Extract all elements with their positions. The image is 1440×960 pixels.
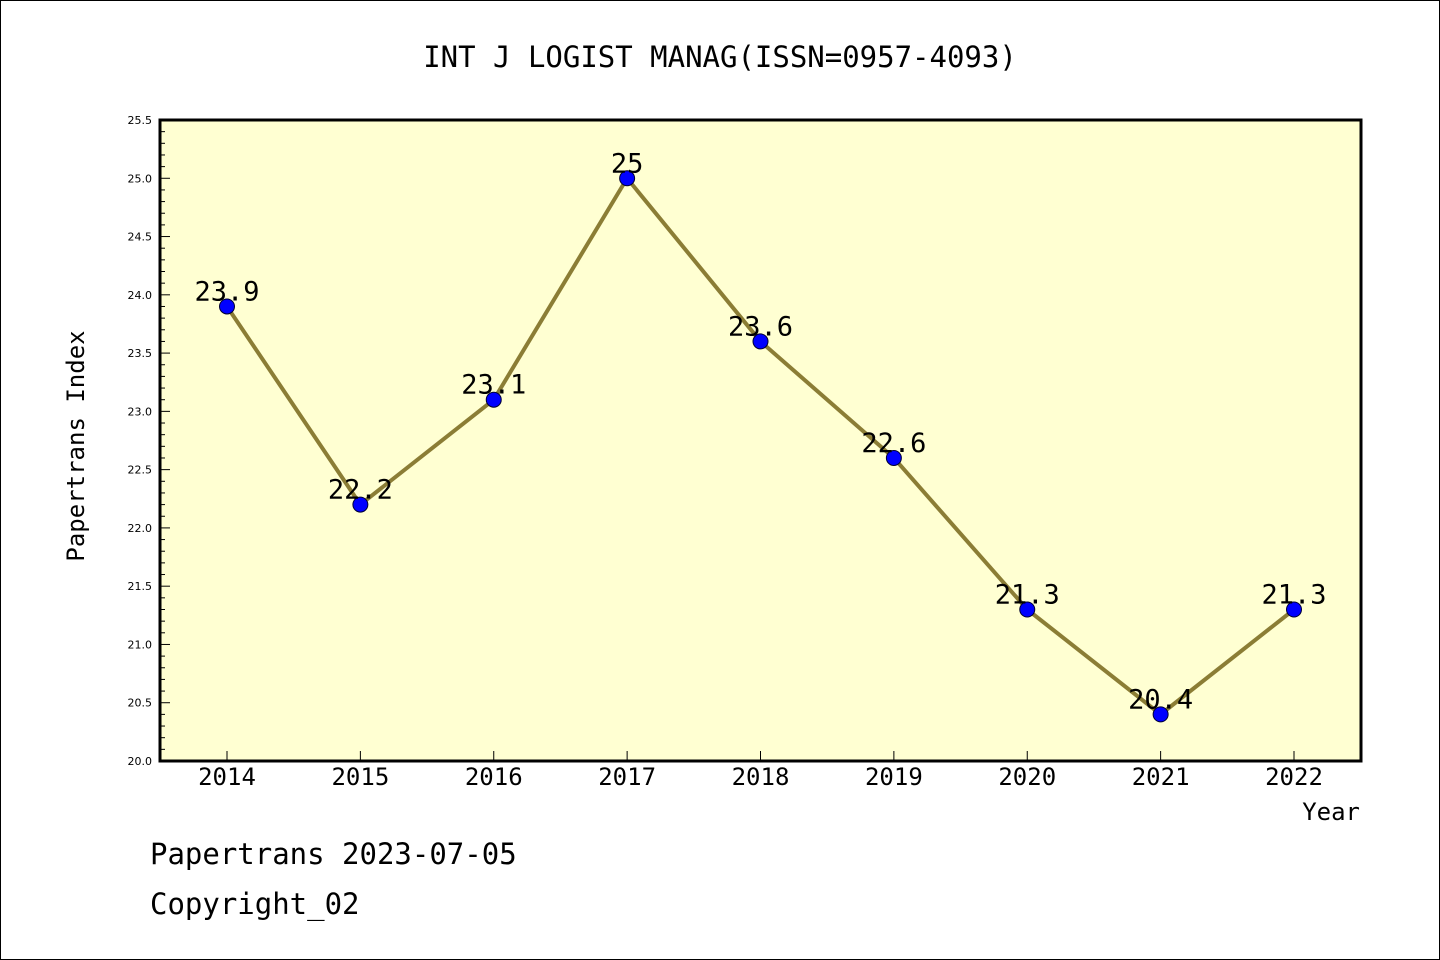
data-label: 21.3 bbox=[1261, 579, 1326, 610]
data-point bbox=[485, 391, 502, 408]
y-tick-label: 25.5 bbox=[128, 114, 153, 127]
data-point bbox=[1286, 601, 1302, 618]
y-tick-label: 21.0 bbox=[128, 638, 153, 651]
chart-title: INT J LOGIST MANAG(ISSN=0957-4093) bbox=[423, 40, 1017, 74]
data-label: 22.2 bbox=[328, 475, 393, 506]
data-point bbox=[1152, 706, 1169, 723]
x-tick-label: 2020 bbox=[998, 763, 1056, 791]
data-label: 20.4 bbox=[1128, 684, 1193, 715]
x-tick-label: 2016 bbox=[465, 763, 523, 791]
y-tick-label: 22.0 bbox=[128, 522, 153, 535]
series-line-group: 23.9 22.2 23.1 25 23.6 22.6 21.3 20.4 21.3 bbox=[194, 148, 1327, 723]
data-point bbox=[619, 170, 636, 187]
x-tick-label: 2019 bbox=[865, 763, 923, 791]
plot-border bbox=[158, 118, 1363, 763]
y-tick-label: 24.0 bbox=[128, 289, 153, 302]
data-label: 23.6 bbox=[728, 311, 793, 342]
x-tick-label: 2021 bbox=[1132, 763, 1190, 791]
x-axis-label: Year bbox=[1302, 798, 1360, 826]
y-tick-label: 24.5 bbox=[128, 231, 153, 244]
x-tick-label: 2022 bbox=[1265, 763, 1323, 791]
data-point bbox=[1019, 601, 1036, 618]
footer-copyright: Copyright_02 bbox=[150, 887, 360, 922]
data-label: 23.9 bbox=[194, 276, 259, 307]
y-tick-label: 23.0 bbox=[128, 405, 153, 418]
x-axis: 2014 2015 2016 2017 2018 2019 2020 2021 2022 bbox=[198, 751, 1323, 791]
data-label: 23.1 bbox=[461, 370, 526, 401]
x-tick-label: 2015 bbox=[331, 763, 389, 791]
y-tick-label: 23.5 bbox=[128, 347, 153, 360]
data-point bbox=[752, 333, 769, 350]
x-tick-label: 2017 bbox=[598, 763, 656, 791]
data-point bbox=[352, 496, 369, 513]
data-point bbox=[219, 298, 235, 315]
y-tick-label: 22.5 bbox=[128, 464, 153, 477]
y-tick-label: 25.0 bbox=[128, 172, 153, 185]
footer-date: Papertrans 2023-07-05 bbox=[150, 837, 517, 871]
plot-area bbox=[160, 120, 1361, 761]
data-label: 21.3 bbox=[995, 579, 1060, 610]
y-axis-label: Papertrans Index bbox=[62, 330, 90, 561]
x-tick-label: 2018 bbox=[732, 763, 790, 791]
y-tick-label: 20.0 bbox=[128, 755, 153, 768]
data-point bbox=[885, 449, 902, 466]
x-tick-label: 2014 bbox=[198, 763, 256, 791]
y-tick-label: 21.5 bbox=[128, 580, 153, 593]
data-label: 25 bbox=[611, 148, 644, 179]
data-label: 22.6 bbox=[861, 428, 926, 459]
y-tick-label: 20.5 bbox=[128, 697, 153, 710]
